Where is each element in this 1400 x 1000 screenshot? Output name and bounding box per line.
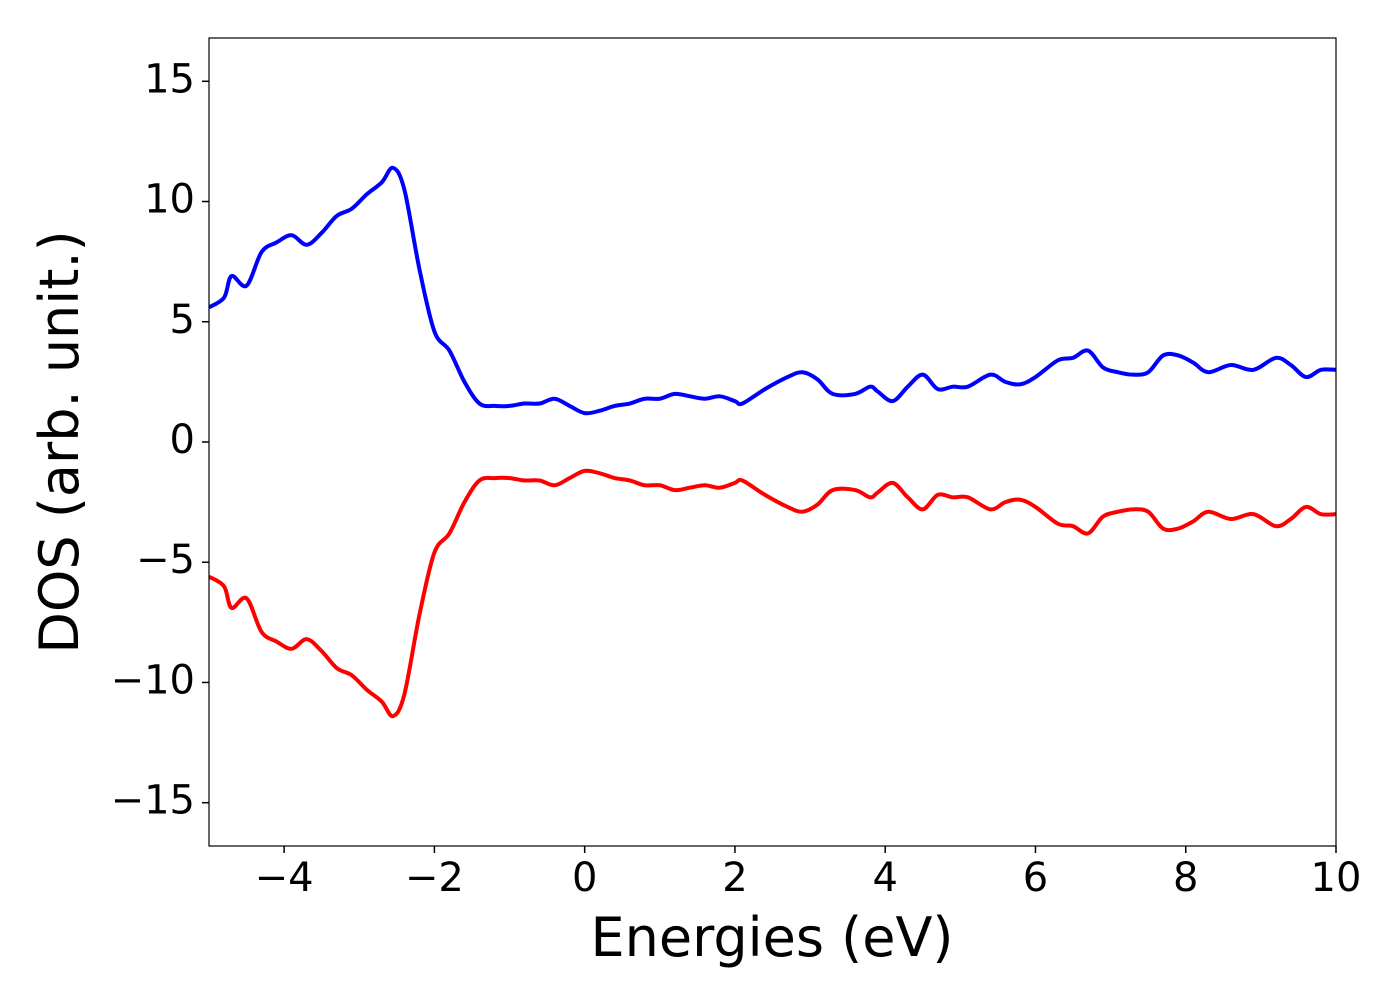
x-tick-label: 2 xyxy=(722,855,747,901)
x-tick-label: 0 xyxy=(572,855,597,901)
line-series xyxy=(209,165,1336,416)
x-tick-label: 4 xyxy=(872,855,897,901)
y-tick-label: 15 xyxy=(144,56,195,102)
y-axis-label: DOS (arb. unit.) xyxy=(28,230,91,653)
x-tick-label: −2 xyxy=(405,855,464,901)
y-tick-label: −15 xyxy=(111,778,195,824)
y-tick-label: 5 xyxy=(170,297,195,343)
x-tick-label: 6 xyxy=(1023,855,1048,901)
y-tick-label: 0 xyxy=(170,417,195,463)
x-axis-label: Energies (eV) xyxy=(591,906,954,969)
x-tick-label: −4 xyxy=(255,855,314,901)
y-tick-label: −10 xyxy=(111,657,195,703)
x-tick-label: 8 xyxy=(1173,855,1198,901)
y-tick-label: 10 xyxy=(144,177,195,223)
plot-frame xyxy=(208,37,1337,847)
line-series xyxy=(209,468,1336,719)
y-tick-label: −5 xyxy=(136,537,195,583)
x-tick-label: 10 xyxy=(1311,855,1362,901)
